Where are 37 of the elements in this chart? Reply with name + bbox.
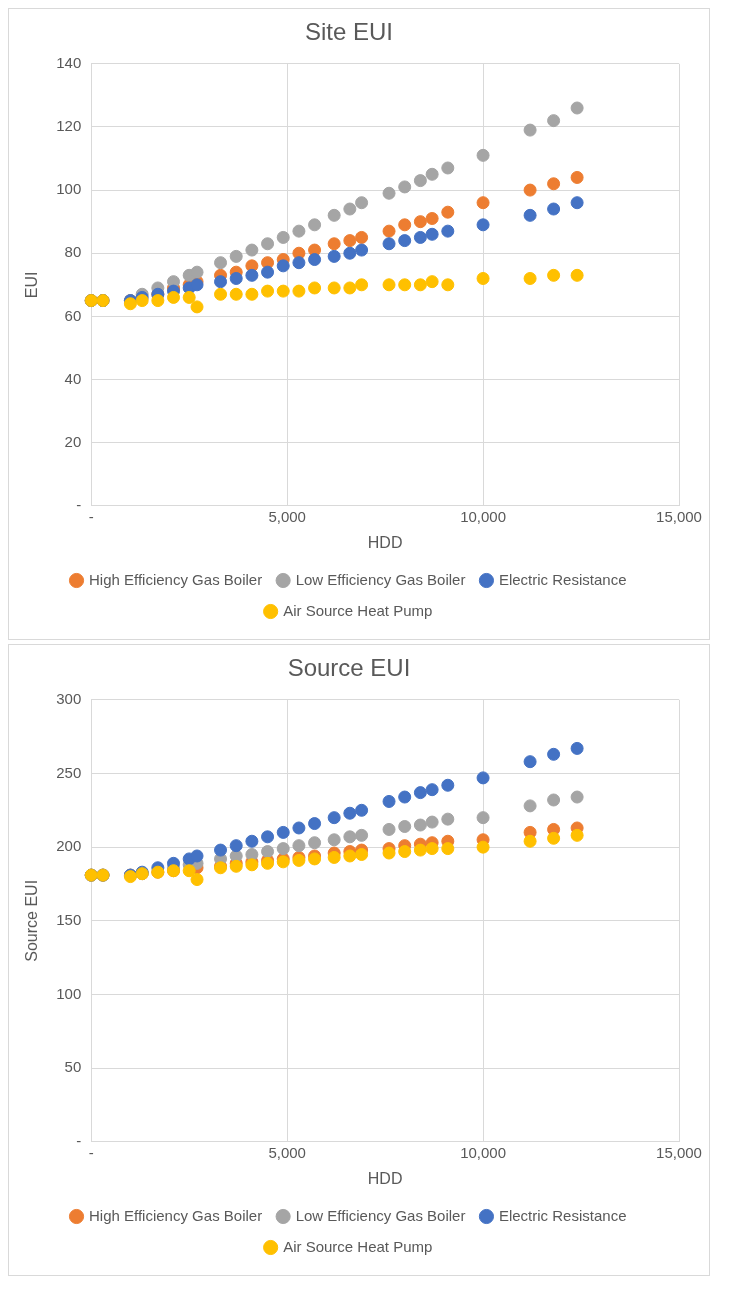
x-tick-label: 15,000: [656, 1143, 702, 1161]
x-tick-label: -: [88, 507, 94, 525]
y-tick-label: 120: [56, 117, 82, 135]
y-tick-label: 300: [56, 689, 82, 707]
y-tick-label: 40: [64, 369, 82, 387]
y-tick-label: 20: [64, 432, 82, 450]
x-tick-label: 5,000: [268, 507, 306, 525]
chart-title: Source EUI: [287, 654, 411, 682]
x-tick-label: 10,000: [460, 507, 507, 525]
legend-label: Low Efficiency Gas Boiler: [295, 1206, 466, 1224]
x-axis-title: HDD: [367, 533, 403, 551]
legend-label: Electric Resistance: [498, 1206, 627, 1224]
legend-label: Low Efficiency Gas Boiler: [295, 570, 466, 588]
y-tick-label: -: [76, 495, 82, 513]
y-tick-label: 150: [56, 910, 82, 928]
x-tick-label: 15,000: [656, 507, 702, 525]
y-tick-label: 100: [56, 984, 82, 1002]
y-tick-label: 100: [56, 180, 82, 198]
legend-label: Electric Resistance: [498, 570, 627, 588]
x-tick-label: 5,000: [268, 1143, 306, 1161]
chart-title: Site EUI: [304, 18, 394, 46]
legend-label: High Efficiency Gas Boiler: [89, 570, 263, 588]
y-tick-label: 140: [56, 53, 82, 71]
x-tick-label: -: [88, 1143, 94, 1161]
y-tick-label: 50: [64, 1058, 82, 1076]
y-axis-title: Source EUI: [23, 879, 41, 962]
y-axis-title: EUI: [23, 271, 41, 299]
legend-label: Air Source Heat Pump: [283, 1237, 433, 1255]
legend-label: High Efficiency Gas Boiler: [89, 1206, 263, 1224]
y-tick-label: -: [76, 1131, 82, 1149]
legend-label: Air Source Heat Pump: [283, 601, 433, 619]
y-tick-label: 80: [64, 243, 82, 261]
x-tick-label: 10,000: [460, 1143, 507, 1161]
x-axis-title: HDD: [367, 1169, 403, 1187]
y-tick-label: 250: [56, 763, 82, 781]
y-tick-label: 200: [56, 837, 82, 855]
y-tick-label: 60: [64, 306, 82, 324]
